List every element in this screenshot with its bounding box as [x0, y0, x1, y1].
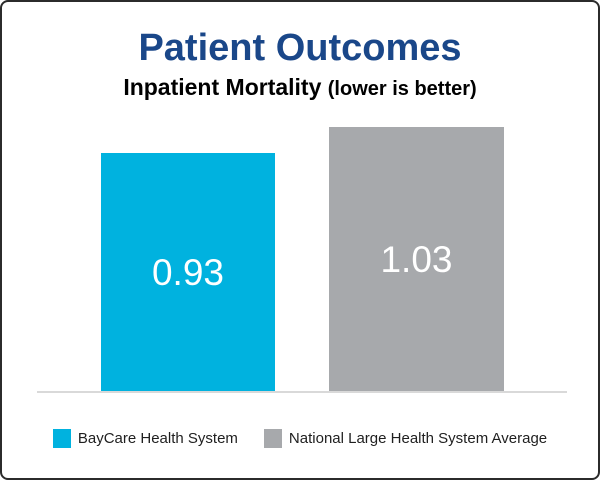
- chart-title: Patient Outcomes: [138, 27, 462, 69]
- legend-label-baycare: BayCare Health System: [77, 430, 238, 447]
- x-axis-baseline: [37, 391, 567, 393]
- chart-subtitle: Inpatient Mortality (lower is better): [2, 74, 598, 100]
- legend-swatch-national-average: [263, 429, 282, 448]
- bar-value-label-national-average: 1.03: [380, 238, 453, 280]
- chart-subtitle-note: (lower is better): [327, 78, 477, 100]
- legend-swatch-baycare: [52, 429, 71, 448]
- legend-label-national-average: National Large Health System Average: [288, 430, 548, 447]
- bar-baycare: 0.93: [101, 153, 275, 391]
- chart-subtitle-main: Inpatient Mortality: [123, 74, 328, 100]
- legend-item-baycare: BayCare Health System: [52, 429, 238, 448]
- legend: BayCare Health System National Large Hea…: [2, 429, 598, 448]
- bar-value-label-baycare: 0.93: [151, 251, 224, 293]
- legend-item-national-average: National Large Health System Average: [263, 429, 548, 448]
- bar-national-average: 1.03: [329, 127, 504, 391]
